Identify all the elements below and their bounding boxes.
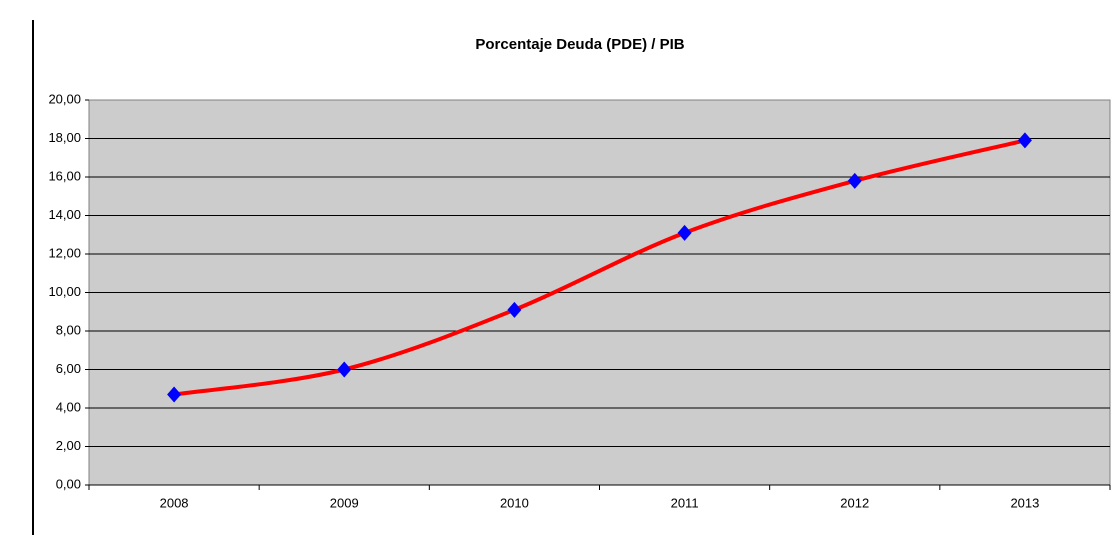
x-tick-label: 2008 — [160, 495, 189, 510]
y-tick-label: 16,00 — [48, 168, 81, 183]
data-marker — [677, 224, 692, 241]
y-tick-label: 0,00 — [56, 476, 81, 491]
x-tick-label: 2011 — [671, 495, 699, 510]
data-marker — [1017, 132, 1032, 149]
y-tick-label: 12,00 — [48, 245, 81, 260]
x-tick-label: 2009 — [330, 495, 359, 510]
data-marker — [507, 301, 522, 318]
y-tick-label: 20,00 — [48, 91, 81, 106]
x-tick-label: 2012 — [840, 495, 869, 510]
y-tick-label: 4,00 — [56, 399, 81, 414]
y-tick-label: 14,00 — [48, 207, 81, 222]
y-tick-label: 2,00 — [56, 438, 81, 453]
data-marker — [167, 386, 182, 403]
y-tick-label: 8,00 — [56, 322, 81, 337]
data-marker — [847, 172, 862, 189]
data-line — [173, 138, 1026, 397]
y-tick-label: 6,00 — [56, 361, 81, 376]
y-tick-label: 10,00 — [48, 284, 81, 299]
x-tick-label: 2013 — [1010, 495, 1039, 510]
y-tick-label: 18,00 — [48, 130, 81, 145]
data-marker — [337, 361, 352, 378]
x-tick-label: 2010 — [500, 495, 529, 510]
chart-title: Porcentaje Deuda (PDE) / PIB — [475, 36, 684, 53]
